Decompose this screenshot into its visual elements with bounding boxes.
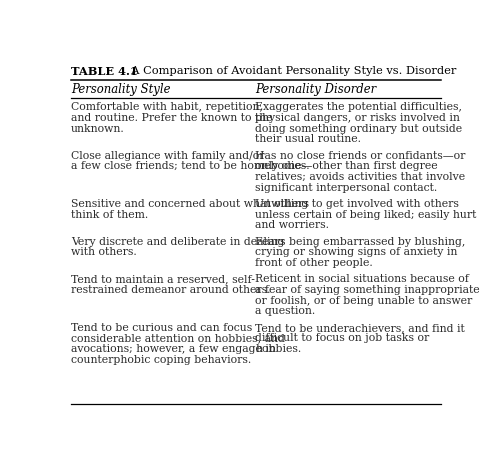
Text: relatives; avoids activities that involve: relatives; avoids activities that involv… [256, 172, 466, 181]
Text: a few close friends; tend to be homebodies.: a few close friends; tend to be homebodi… [71, 161, 310, 171]
Text: Fears being embarrassed by blushing,: Fears being embarrassed by blushing, [256, 236, 466, 246]
Text: Tend to be underachievers, and find it: Tend to be underachievers, and find it [256, 322, 465, 332]
Text: with others.: with others. [71, 247, 137, 257]
Text: and worriers.: and worriers. [256, 220, 330, 230]
Text: Personality Style: Personality Style [71, 83, 170, 96]
Text: Unwilling to get involved with others: Unwilling to get involved with others [256, 199, 460, 208]
Text: their usual routine.: their usual routine. [256, 134, 362, 144]
Text: Personality Disorder: Personality Disorder [256, 83, 376, 96]
Text: Sensitive and concerned about what others: Sensitive and concerned about what other… [71, 199, 309, 208]
Text: difficult to focus on job tasks or: difficult to focus on job tasks or [256, 333, 430, 343]
Text: Reticent in social situations because of: Reticent in social situations because of [256, 274, 470, 284]
Text: unknown.: unknown. [71, 123, 125, 133]
Text: avocations; however, a few engage in: avocations; however, a few engage in [71, 344, 276, 353]
Text: physical dangers, or risks involved in: physical dangers, or risks involved in [256, 113, 460, 123]
Text: only one—other than first degree: only one—other than first degree [256, 161, 438, 171]
Text: Exaggerates the potential difficulties,: Exaggerates the potential difficulties, [256, 102, 462, 112]
Text: counterphobic coping behaviors.: counterphobic coping behaviors. [71, 354, 252, 364]
Text: Tend to be curious and can focus: Tend to be curious and can focus [71, 322, 252, 332]
Text: significant interpersonal contact.: significant interpersonal contact. [256, 182, 438, 192]
Text: unless certain of being liked; easily hurt: unless certain of being liked; easily hu… [256, 209, 477, 219]
Text: front of other people.: front of other people. [256, 257, 373, 268]
Text: considerable attention on hobbies, and: considerable attention on hobbies, and [71, 333, 285, 343]
Text: restrained demeanor around others.: restrained demeanor around others. [71, 284, 270, 294]
Text: doing something ordinary but outside: doing something ordinary but outside [256, 123, 462, 133]
Text: Close allegiance with family and/or: Close allegiance with family and/or [71, 150, 264, 160]
Text: and routine. Prefer the known to the: and routine. Prefer the known to the [71, 113, 272, 123]
Text: think of them.: think of them. [71, 209, 148, 219]
Text: a question.: a question. [256, 306, 316, 316]
Text: Very discrete and deliberate in dealing: Very discrete and deliberate in dealing [71, 236, 284, 246]
Text: hobbies.: hobbies. [256, 344, 302, 353]
Text: Comfortable with habit, repetition,: Comfortable with habit, repetition, [71, 102, 263, 112]
Text: or foolish, or of being unable to answer: or foolish, or of being unable to answer [256, 295, 472, 305]
Text: A Comparison of Avoidant Personality Style vs. Disorder: A Comparison of Avoidant Personality Sty… [124, 66, 457, 75]
Text: Tend to maintain a reserved, self-: Tend to maintain a reserved, self- [71, 274, 255, 284]
Text: TABLE 4.1: TABLE 4.1 [71, 66, 138, 76]
Text: crying or showing signs of anxiety in: crying or showing signs of anxiety in [256, 247, 458, 257]
Text: a fear of saying something inappropriate: a fear of saying something inappropriate [256, 284, 480, 294]
Text: Has no close friends or confidants—or: Has no close friends or confidants—or [256, 150, 466, 160]
